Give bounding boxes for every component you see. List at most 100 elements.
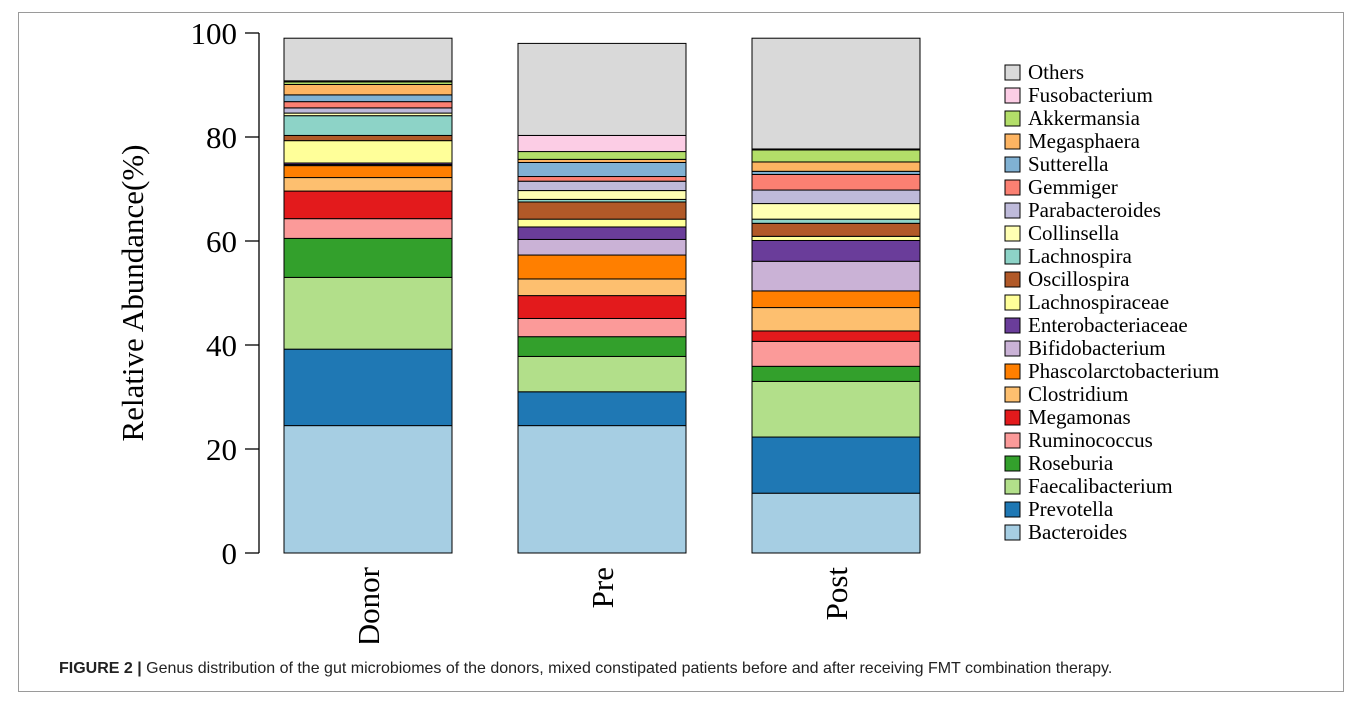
bar-segment-enterobacteriaceae — [751, 239, 921, 262]
x-axis-labels: Donor Pre Post — [351, 566, 854, 643]
bar-segment-bifidobacterium — [751, 260, 921, 292]
legend-item: Lachnospira — [1004, 244, 1132, 268]
bar-segment-megamonas — [517, 295, 687, 319]
legend-label: Others — [1028, 60, 1084, 84]
legend-label: Parabacteroides — [1028, 198, 1161, 222]
bar-segment-faecalibacterium — [517, 355, 687, 393]
legend-item: Roseburia — [1004, 451, 1114, 475]
bar-donor — [283, 37, 453, 554]
legend-swatch — [1004, 455, 1021, 472]
bar-segment-akkermansia — [517, 151, 687, 160]
bar-segment-ruminococcus — [517, 317, 687, 338]
figure-caption: FIGURE 2 | Genus distribution of the gut… — [59, 660, 1349, 678]
bar-segment-megasphaera — [283, 83, 453, 96]
bar-segment-lachnospira — [751, 218, 921, 224]
legend-swatch — [1004, 432, 1021, 449]
bar-segment-bacteroides — [283, 425, 453, 554]
y-tick-label: 0 — [222, 536, 238, 571]
legend-swatch — [1004, 524, 1021, 541]
legend-label: Sutterella — [1028, 152, 1109, 176]
legend-label: Gemmiger — [1028, 175, 1118, 199]
bar-segment-megasphaera — [751, 161, 921, 172]
legend-item: Clostridium — [1004, 382, 1128, 406]
bar-segment-roseburia — [283, 237, 453, 278]
bar-segment-collinsella — [751, 203, 921, 220]
legend-label: Oscillospira — [1028, 267, 1130, 291]
legend-swatch — [1004, 317, 1021, 334]
y-tick-label: 60 — [206, 224, 237, 259]
legend-swatch — [1004, 179, 1021, 196]
legend-swatch — [1004, 340, 1021, 357]
y-axis: 0 20 40 60 80 100 — [191, 16, 260, 571]
y-axis-label: Relative Abundance(%) — [115, 145, 150, 442]
bars — [283, 37, 921, 554]
legend-item: Enterobacteriaceae — [1004, 313, 1188, 337]
y-tick-label: 40 — [206, 328, 237, 363]
legend-label: Fusobacterium — [1028, 83, 1153, 107]
bar-segment-ruminococcus — [283, 218, 453, 239]
legend-swatch — [1004, 87, 1021, 104]
legend-swatch — [1004, 409, 1021, 426]
legend-swatch — [1004, 271, 1021, 288]
bar-segment-megamonas — [751, 330, 921, 342]
legend-item: Prevotella — [1004, 497, 1114, 521]
legend-swatch — [1004, 501, 1021, 518]
legend-label: Clostridium — [1028, 382, 1128, 406]
legend-label: Megasphaera — [1028, 129, 1141, 153]
bar-segment-clostridium — [517, 278, 687, 297]
legend-swatch — [1004, 225, 1021, 242]
legend-item: Oscillospira — [1004, 267, 1130, 291]
bar-segment-clostridium — [283, 177, 453, 192]
legend-label: Lachnospira — [1028, 244, 1132, 268]
legend-swatch — [1004, 363, 1021, 380]
legend-item: Lachnospiraceae — [1004, 290, 1169, 314]
bar-segment-sutterella — [283, 94, 453, 103]
legend-swatch — [1004, 478, 1021, 495]
legend-swatch — [1004, 202, 1021, 219]
bar-segment-prevotella — [517, 391, 687, 427]
bar-segment-parabacteroides — [517, 180, 687, 192]
legend-label: Roseburia — [1028, 451, 1114, 475]
bar-segment-lachnospiraceae — [751, 235, 921, 241]
x-tick-label: Pre — [585, 567, 620, 608]
legend-label: Enterobacteriaceae — [1028, 313, 1188, 337]
legend-swatch — [1004, 386, 1021, 403]
legend-item: Collinsella — [1004, 221, 1120, 245]
bar-segment-faecalibacterium — [751, 380, 921, 438]
bar-segment-phascolarctobacterium — [517, 254, 687, 280]
bar-segment-others — [517, 42, 687, 136]
bar-segment-fusobacterium — [517, 134, 687, 153]
bar-segment-ruminococcus — [751, 340, 921, 367]
bar-segment-roseburia — [751, 365, 921, 382]
legend-swatch — [1004, 110, 1021, 127]
legend-swatch — [1004, 294, 1021, 311]
legend-swatch — [1004, 64, 1021, 81]
legend-swatch — [1004, 248, 1021, 265]
legend-label: Prevotella — [1028, 497, 1114, 521]
bar-segment-others — [751, 37, 921, 150]
legend-item: Bacteroides — [1004, 520, 1127, 544]
bar-segment-oscillospira — [517, 201, 687, 220]
x-tick-label: Post — [819, 567, 854, 621]
y-tick-label: 20 — [206, 432, 237, 467]
legend-item: Others — [1004, 60, 1084, 84]
stacked-bar-chart: 0 20 40 60 80 100 Relative Abundance(%) Donor… — [115, 16, 1219, 643]
bar-segment-lachnospira — [283, 115, 453, 136]
bar-segment-lachnospiraceae — [517, 218, 687, 228]
legend-item: Parabacteroides — [1004, 198, 1161, 222]
legend-label: Phascolarctobacterium — [1028, 359, 1219, 383]
bar-segment-parabacteroides — [283, 107, 453, 114]
legend-label: Lachnospiraceae — [1028, 290, 1169, 314]
bar-post — [751, 37, 921, 554]
caption-label: FIGURE 2 | — [59, 660, 142, 677]
bar-segment-bifidobacterium — [517, 238, 687, 256]
legend-item: Akkermansia — [1004, 106, 1141, 130]
legend-item: Faecalibacterium — [1004, 474, 1173, 498]
bar-segment-others — [283, 37, 453, 82]
bar-segment-bacteroides — [751, 492, 921, 554]
x-tick-label: Donor — [351, 566, 386, 643]
legend-item: Sutterella — [1004, 152, 1109, 176]
figure-frame: 0 20 40 60 80 100 Relative Abundance(%) Donor… — [18, 12, 1344, 692]
legend-label: Megamonas — [1028, 405, 1131, 429]
bar-segment-collinsella — [517, 190, 687, 200]
